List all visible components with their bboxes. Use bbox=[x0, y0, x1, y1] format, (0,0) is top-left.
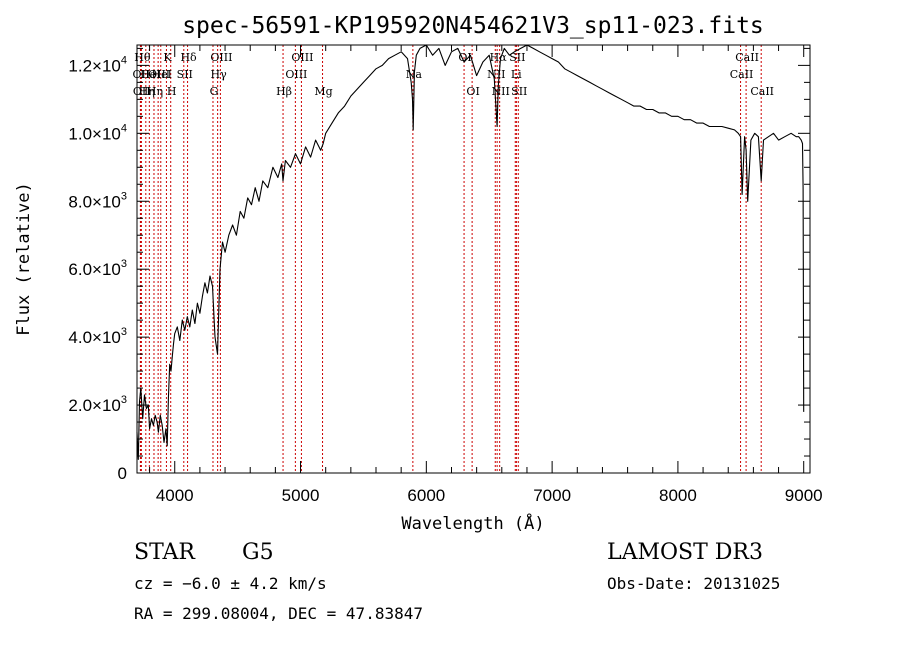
observation-date: Obs-Date: 20131025 bbox=[607, 574, 781, 593]
x-tick-label: 4000 bbox=[156, 486, 194, 505]
spectral-line-label: K bbox=[163, 51, 172, 64]
spectral-line-label: Hα bbox=[490, 51, 508, 64]
spectral-line-label: CaII bbox=[730, 68, 754, 81]
y-tick-mantissa: 1.2×10 bbox=[68, 56, 120, 75]
spectral-line-label: HeI bbox=[140, 68, 160, 81]
y-tick-label: 6.0×103 bbox=[68, 258, 127, 279]
redshift-velocity: cz = −6.0 ± 4.2 km/s bbox=[134, 574, 327, 593]
y-tick-mantissa: 1.0×10 bbox=[68, 124, 120, 143]
survey-name: LAMOST DR3 bbox=[607, 540, 763, 565]
x-axis-label: Wavelength (Å) bbox=[401, 512, 544, 534]
spectral-line-label: CaII bbox=[735, 51, 759, 64]
x-tick-label: 7000 bbox=[533, 486, 571, 505]
y-tick-label: 2.0×103 bbox=[68, 394, 127, 415]
spectral-line-label: Mg bbox=[314, 85, 332, 98]
x-tick-label: 9000 bbox=[785, 486, 823, 505]
y-tick-mantissa: 0 bbox=[118, 464, 127, 483]
spectral-line-label: Hβ bbox=[276, 85, 292, 98]
x-tick-label: 6000 bbox=[407, 486, 445, 505]
spectral-line-label: Hθ bbox=[134, 51, 151, 64]
chart-title: spec-56591-KP195920N454621V3_sp11-023.fi… bbox=[182, 13, 764, 39]
spectral-line-label: CaII bbox=[750, 85, 774, 98]
y-tick-exponent: 3 bbox=[121, 326, 127, 338]
spectral-line-label: SII bbox=[511, 85, 527, 98]
spectral-line-markers bbox=[139, 45, 762, 473]
spectral-line-label: NII bbox=[487, 68, 505, 81]
spectral-line-label: OIII bbox=[148, 68, 170, 81]
y-tick-exponent: 4 bbox=[121, 122, 127, 134]
object-class: STAR bbox=[134, 540, 195, 565]
spectral-line-label: SII bbox=[509, 51, 525, 64]
y-tick-mantissa: 8.0×10 bbox=[68, 192, 120, 211]
flux-series bbox=[136, 44, 805, 460]
spectral-line-label: Hη bbox=[139, 85, 155, 98]
y-tick-label: 0 bbox=[118, 464, 127, 483]
spectral-line-label: H bbox=[167, 85, 177, 98]
y-tick-label: 1.0×104 bbox=[68, 122, 127, 143]
spectral-line-label: Hγ bbox=[211, 68, 228, 81]
spectral-line-label: G bbox=[210, 85, 219, 98]
spectral-line-label: Li bbox=[511, 68, 522, 81]
spectral-line-label: NII bbox=[492, 85, 510, 98]
y-tick-exponent: 4 bbox=[121, 54, 127, 66]
spectral-line-label: OI bbox=[458, 51, 471, 64]
y-tick-mantissa: 4.0×10 bbox=[68, 328, 120, 347]
y-tick-exponent: 3 bbox=[121, 190, 127, 202]
y-tick-exponent: 3 bbox=[121, 258, 127, 270]
spectral-line-labels: HθOIIOIIHηHeIHηOIIIHeIKHSIIHδGHγOIIIHβOI… bbox=[133, 51, 774, 98]
spectral-line-label: SII bbox=[177, 68, 193, 81]
y-tick-label: 4.0×103 bbox=[68, 326, 127, 347]
y-tick-exponent: 3 bbox=[121, 394, 127, 406]
y-tick-labels: 02.0×1034.0×1036.0×1038.0×1031.0×1041.2×… bbox=[68, 54, 127, 483]
spectral-line-label: OIII bbox=[291, 51, 313, 64]
y-tick-mantissa: 2.0×10 bbox=[68, 396, 120, 415]
y-tick-label: 8.0×103 bbox=[68, 190, 127, 211]
spectral-line-label: Hδ bbox=[180, 51, 197, 64]
spectral-line-label: OIII bbox=[285, 68, 307, 81]
axis-ticks bbox=[137, 45, 810, 474]
flux-line bbox=[136, 44, 805, 460]
y-axis-label: Flux (relative) bbox=[14, 182, 34, 336]
plot-frame bbox=[136, 44, 811, 474]
spectral-line-label: OIII bbox=[210, 51, 232, 64]
y-tick-label: 1.2×104 bbox=[68, 54, 127, 75]
object-subclass: G5 bbox=[242, 540, 274, 565]
y-tick-mantissa: 6.0×10 bbox=[68, 260, 120, 279]
spectral-line-label: HeI bbox=[152, 68, 172, 81]
spectral-line-label: Hη bbox=[147, 85, 163, 98]
x-tick-label: 8000 bbox=[659, 486, 697, 505]
x-tick-labels: 4000 5000 6000 7000 8000 9000 bbox=[156, 486, 823, 505]
x-tick-label: 5000 bbox=[282, 486, 320, 505]
spectral-line-label: OI bbox=[466, 85, 479, 98]
ra-dec-coordinates: RA = 299.08004, DEC = 47.83847 bbox=[134, 604, 423, 623]
